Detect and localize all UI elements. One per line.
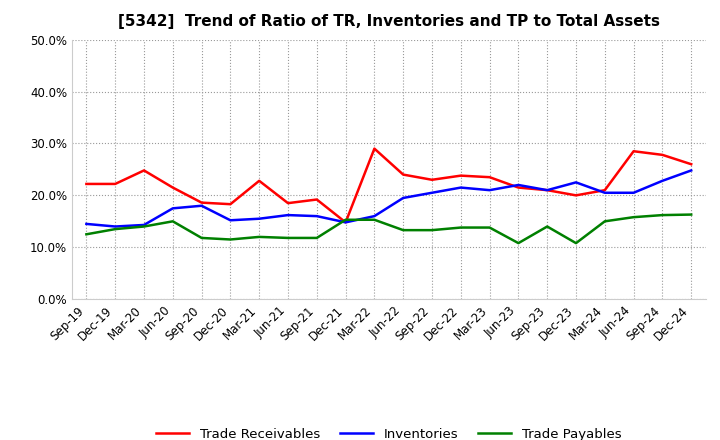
Trade Payables bbox=[428, 227, 436, 233]
Trade Receivables bbox=[341, 220, 350, 225]
Inventories bbox=[140, 222, 148, 227]
Trade Payables bbox=[168, 219, 177, 224]
Inventories bbox=[197, 203, 206, 209]
Trade Payables bbox=[399, 227, 408, 233]
Inventories bbox=[658, 178, 667, 183]
Inventories bbox=[456, 185, 465, 190]
Line: Inventories: Inventories bbox=[86, 170, 691, 227]
Inventories bbox=[514, 182, 523, 187]
Inventories bbox=[111, 224, 120, 229]
Trade Receivables bbox=[255, 178, 264, 183]
Trade Receivables bbox=[370, 146, 379, 151]
Trade Payables bbox=[629, 215, 638, 220]
Trade Payables bbox=[543, 224, 552, 229]
Inventories bbox=[629, 190, 638, 195]
Trade Payables bbox=[485, 225, 494, 230]
Trade Receivables bbox=[456, 173, 465, 178]
Trade Receivables bbox=[428, 177, 436, 183]
Trade Receivables bbox=[572, 193, 580, 198]
Trade Receivables bbox=[284, 201, 292, 206]
Inventories bbox=[687, 168, 696, 173]
Inventories bbox=[284, 213, 292, 218]
Trade Receivables bbox=[312, 197, 321, 202]
Inventories bbox=[82, 221, 91, 227]
Trade Payables bbox=[572, 241, 580, 246]
Trade Payables bbox=[456, 225, 465, 230]
Inventories bbox=[600, 190, 609, 195]
Inventories bbox=[341, 220, 350, 225]
Trade Payables bbox=[514, 241, 523, 246]
Inventories bbox=[255, 216, 264, 221]
Inventories bbox=[226, 218, 235, 223]
Inventories bbox=[312, 213, 321, 219]
Inventories bbox=[399, 195, 408, 201]
Inventories bbox=[485, 187, 494, 193]
Trade Receivables bbox=[140, 168, 148, 173]
Line: Trade Payables: Trade Payables bbox=[86, 215, 691, 243]
Trade Payables bbox=[312, 235, 321, 241]
Trade Receivables bbox=[485, 175, 494, 180]
Inventories bbox=[543, 187, 552, 193]
Trade Receivables bbox=[543, 187, 552, 193]
Trade Receivables bbox=[629, 149, 638, 154]
Trade Payables bbox=[255, 234, 264, 239]
Trade Receivables bbox=[111, 181, 120, 187]
Trade Payables bbox=[341, 217, 350, 222]
Trade Receivables bbox=[600, 187, 609, 193]
Legend: Trade Receivables, Inventories, Trade Payables: Trade Receivables, Inventories, Trade Pa… bbox=[151, 422, 626, 440]
Trade Payables bbox=[226, 237, 235, 242]
Inventories bbox=[370, 213, 379, 219]
Trade Payables bbox=[658, 213, 667, 218]
Trade Receivables bbox=[168, 185, 177, 190]
Trade Payables bbox=[284, 235, 292, 241]
Trade Payables bbox=[82, 231, 91, 237]
Inventories bbox=[572, 180, 580, 185]
Trade Receivables bbox=[658, 152, 667, 158]
Trade Payables bbox=[600, 219, 609, 224]
Trade Receivables bbox=[514, 185, 523, 190]
Trade Payables bbox=[111, 227, 120, 232]
Inventories bbox=[168, 205, 177, 211]
Trade Payables bbox=[197, 235, 206, 241]
Trade Receivables bbox=[399, 172, 408, 177]
Trade Payables bbox=[140, 224, 148, 229]
Trade Receivables bbox=[226, 202, 235, 207]
Trade Payables bbox=[370, 217, 379, 222]
Title: [5342]  Trend of Ratio of TR, Inventories and TP to Total Assets: [5342] Trend of Ratio of TR, Inventories… bbox=[118, 14, 660, 29]
Trade Receivables bbox=[197, 200, 206, 205]
Trade Payables bbox=[687, 212, 696, 217]
Trade Receivables bbox=[687, 161, 696, 167]
Inventories bbox=[428, 190, 436, 195]
Line: Trade Receivables: Trade Receivables bbox=[86, 149, 691, 222]
Trade Receivables bbox=[82, 181, 91, 187]
